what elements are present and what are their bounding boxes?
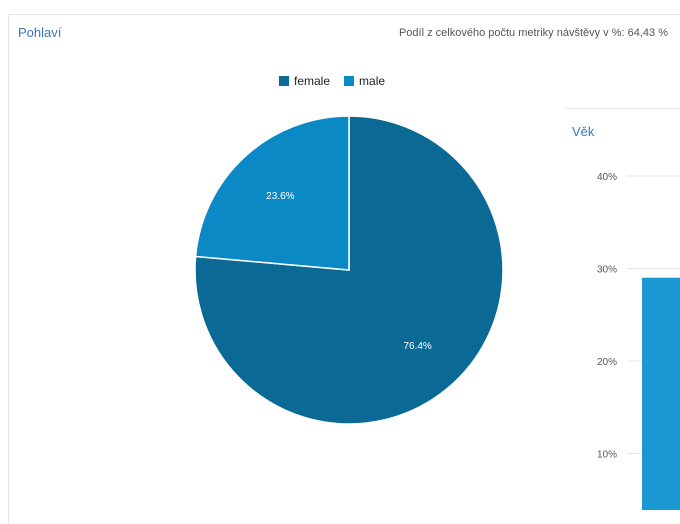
gender-pie-chart: 76.4% 23.6% <box>194 115 504 425</box>
legend-item-male[interactable]: male <box>344 74 385 88</box>
legend-swatch-male <box>344 76 355 86</box>
legend-swatch-female <box>279 76 289 86</box>
gender-panel-title: Pohlaví <box>18 25 62 40</box>
legend-item-female[interactable]: female <box>279 74 330 88</box>
legend-label-female: female <box>294 74 331 88</box>
pie-slice-female[interactable] <box>194 115 504 425</box>
pie-label-female: 76.4% <box>403 341 431 352</box>
gender-panel-subtitle: Podíl z celkového počtu metriky návštěvy… <box>398 27 668 39</box>
pie-legend: female male <box>279 74 385 88</box>
gender-card <box>8 14 680 524</box>
legend-label-male: male <box>359 74 386 88</box>
age-bar-chart: 40% 30% 20% 10% <box>597 172 680 510</box>
age-tick-label-40: 40% <box>597 172 617 183</box>
pie-slice-male[interactable] <box>194 115 350 271</box>
age-panel-title: Věk <box>572 124 595 139</box>
age-tick-label-20: 20% <box>597 357 617 368</box>
age-tick-label-10: 10% <box>597 450 617 461</box>
pie-label-male: 23.6% <box>266 191 294 202</box>
age-bar-0[interactable] <box>642 277 680 510</box>
age-tick-label-30: 30% <box>597 265 617 276</box>
